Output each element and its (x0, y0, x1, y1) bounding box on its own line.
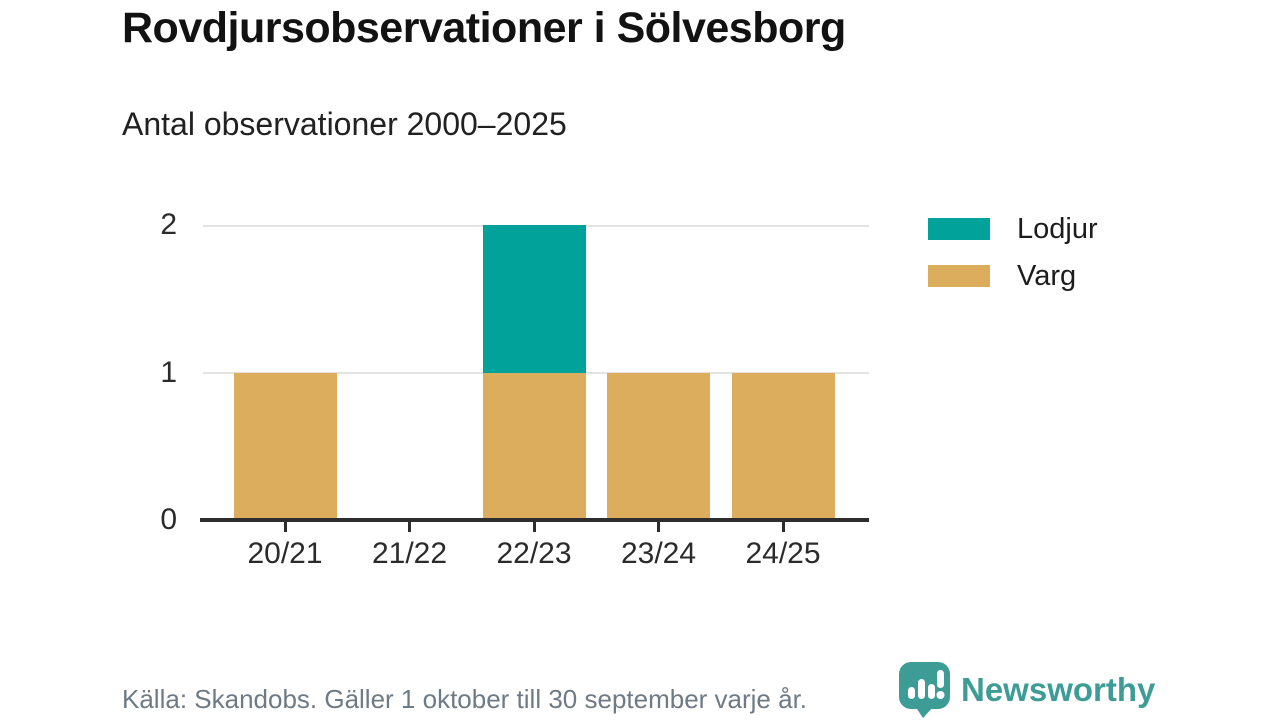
legend: Lodjur Varg (928, 212, 1098, 306)
x-tick-label-23-24: 23/24 (620, 537, 697, 570)
legend-label-lodjur: Lodjur (1017, 212, 1098, 245)
x-axis-line (200, 518, 869, 522)
y-tick-label-1: 1 (160, 355, 177, 389)
x-tick-label-21-22: 21/22 (371, 537, 448, 570)
bar-segment-varg-22-23 (482, 372, 586, 520)
newsworthy-logo-icon (899, 662, 950, 718)
x-tick-23-24 (657, 522, 660, 532)
x-tick-22-23 (532, 522, 536, 532)
legend-item-varg: Varg (928, 259, 1098, 293)
legend-swatch-varg (928, 265, 990, 287)
legend-label-varg: Varg (1017, 259, 1077, 292)
plot-area (203, 225, 869, 520)
bar-segment-varg-24-25 (731, 372, 835, 520)
x-tick-label-24-25: 24/25 (745, 537, 821, 570)
chart-title: Rovdjursobservationer i Sölvesborg (122, 4, 846, 52)
source-note: Källa: Skandobs. Gäller 1 oktober till 3… (122, 684, 808, 714)
y-tick-label-0: 0 (160, 503, 177, 536)
bar-segment-lodjur-22-23 (482, 225, 586, 373)
x-tick-label-20-21: 20/21 (247, 537, 323, 570)
bar-segment-varg-23-24 (607, 372, 710, 520)
x-tick-label-22-23: 22/23 (496, 537, 572, 570)
legend-swatch-lodjur (928, 218, 990, 240)
x-tick-20-21 (283, 522, 287, 532)
chart-subtitle: Antal observationer 2000–2025 (122, 106, 567, 142)
bar-segment-varg-20-21 (233, 372, 337, 520)
y-tick-label-2: 2 (160, 208, 177, 241)
x-tick-24-25 (781, 522, 785, 532)
legend-item-lodjur: Lodjur (928, 212, 1098, 246)
x-tick-21-22 (408, 522, 411, 532)
brand-lockup: Newsworthy (896, 661, 1155, 719)
brand-name: Newsworthy (961, 671, 1156, 708)
